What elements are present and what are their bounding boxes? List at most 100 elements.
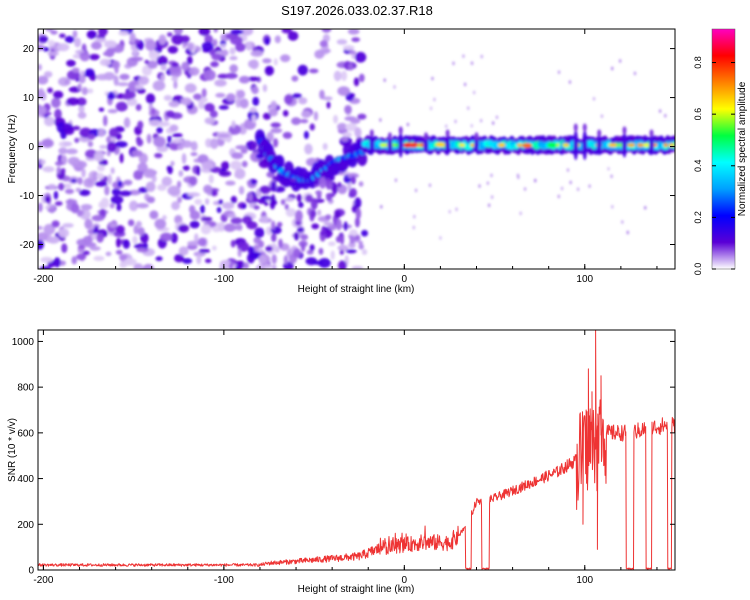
heatmap-cell: [167, 185, 181, 196]
heatmap-cell: [135, 220, 142, 228]
heatmap-cell: [220, 161, 230, 171]
heatmap-cell: [76, 253, 87, 261]
heatmap-cell: [38, 44, 45, 51]
heatmap-cell: [142, 263, 154, 269]
heatmap-cell: [94, 38, 107, 43]
heatmap-cell: [358, 243, 364, 250]
heatmap-cell: [335, 218, 342, 231]
heatmap-cell: [58, 228, 70, 238]
heatmap-cell: [398, 126, 403, 135]
heatmap-cell: [398, 132, 404, 158]
heatmap-cell: [408, 142, 419, 148]
heatmap-cell: [94, 181, 108, 187]
heatmap-cell: [315, 190, 323, 195]
heatmap-cell: [204, 117, 216, 125]
heatmap-cell: [145, 39, 157, 51]
heatmap-cell: [176, 180, 182, 189]
heatmap-cell: [38, 75, 49, 85]
heatmap-cell: [40, 256, 53, 263]
heatmap-cell: [92, 171, 98, 182]
heatmap-cell: [111, 188, 121, 196]
heatmap-cell: [145, 181, 156, 193]
heatmap-cell: [246, 221, 258, 230]
heatmap-cell: [611, 205, 614, 209]
heatmap-cell: [194, 198, 203, 205]
heatmap-cell: [66, 97, 80, 106]
heatmap-cell: [439, 236, 442, 240]
snr-plot-area: [38, 330, 675, 570]
heatmap-cell: [611, 66, 614, 71]
heatmap-cell: [474, 137, 480, 153]
heatmap-cell: [303, 130, 309, 140]
heatmap-cell: [168, 100, 180, 108]
heatmap-cell: [663, 143, 668, 148]
heatmap-cell: [96, 172, 105, 180]
heatmap-cell: [626, 230, 629, 235]
heatmap-cell: [291, 117, 302, 126]
heatmap-cell: [209, 110, 218, 118]
heatmap-cell: [566, 168, 570, 172]
heatmap-cell: [82, 250, 90, 256]
heatmap-cell: [100, 197, 110, 209]
colorbar-label: Normalized spectral amplitude: [737, 81, 748, 216]
heatmap-cell: [339, 249, 345, 255]
heatmap-cell: [210, 61, 219, 68]
heatmap-cell: [622, 126, 627, 135]
heatmap-cell: [54, 161, 64, 166]
heatmap-cell: [119, 190, 132, 197]
heatmap-cell: [93, 255, 105, 262]
heatmap-cell: [573, 123, 578, 132]
heatmap-cell: [51, 220, 60, 228]
heatmap-cell: [106, 141, 117, 153]
heatmap-cell: [276, 221, 283, 228]
heatmap-cell: [110, 167, 115, 174]
y-tick-label: 800: [17, 383, 34, 394]
heatmap-cell: [490, 195, 494, 199]
heatmap-cell: [225, 72, 238, 79]
heatmap-cell: [296, 193, 303, 202]
x-tick-label: 0: [402, 274, 408, 285]
heatmap-cell: [428, 183, 432, 188]
heatmap-cell: [348, 241, 356, 249]
heatmap-cell: [196, 254, 202, 265]
heatmap-cell: [67, 156, 80, 166]
heatmap-cell: [108, 222, 117, 228]
heatmap-cell: [211, 245, 217, 251]
colorbar-tick-label: 0.2: [693, 211, 703, 224]
heatmap-cell: [62, 183, 72, 189]
heatmap-cell: [321, 29, 332, 33]
heatmap-cell: [38, 202, 43, 213]
heatmap-cell: [229, 47, 236, 55]
heatmap-cell: [144, 59, 150, 65]
heatmap-cell: [455, 207, 458, 212]
heatmap-cell: [178, 224, 190, 233]
heatmap-cell: [200, 224, 212, 235]
heatmap-cell: [43, 116, 55, 127]
heatmap-cell: [64, 79, 69, 85]
heatmap-cell: [118, 30, 129, 36]
heatmap-cell: [294, 209, 303, 222]
heatmap-cell: [274, 35, 281, 44]
heatmap-cell: [166, 32, 173, 37]
heatmap-cell: [70, 178, 77, 183]
heatmap-cell: [239, 98, 249, 109]
heatmap-cell: [265, 226, 273, 236]
heatmap-cell: [61, 243, 68, 254]
heatmap-cell: [644, 205, 647, 210]
heatmap-cell: [328, 241, 336, 247]
heatmap-cell: [271, 243, 277, 251]
heatmap-cell: [71, 256, 78, 265]
heatmap-cell: [270, 122, 281, 128]
heatmap-cell: [649, 129, 654, 138]
heatmap-cell: [255, 264, 266, 269]
heatmap-cell: [491, 121, 495, 125]
heatmap-cell: [251, 142, 256, 150]
heatmap-cell: [210, 190, 218, 197]
heatmap-cell: [241, 160, 248, 168]
heatmap-cell: [337, 182, 342, 188]
y-tick-label: 200: [17, 520, 34, 531]
heatmap-cell: [618, 59, 622, 63]
